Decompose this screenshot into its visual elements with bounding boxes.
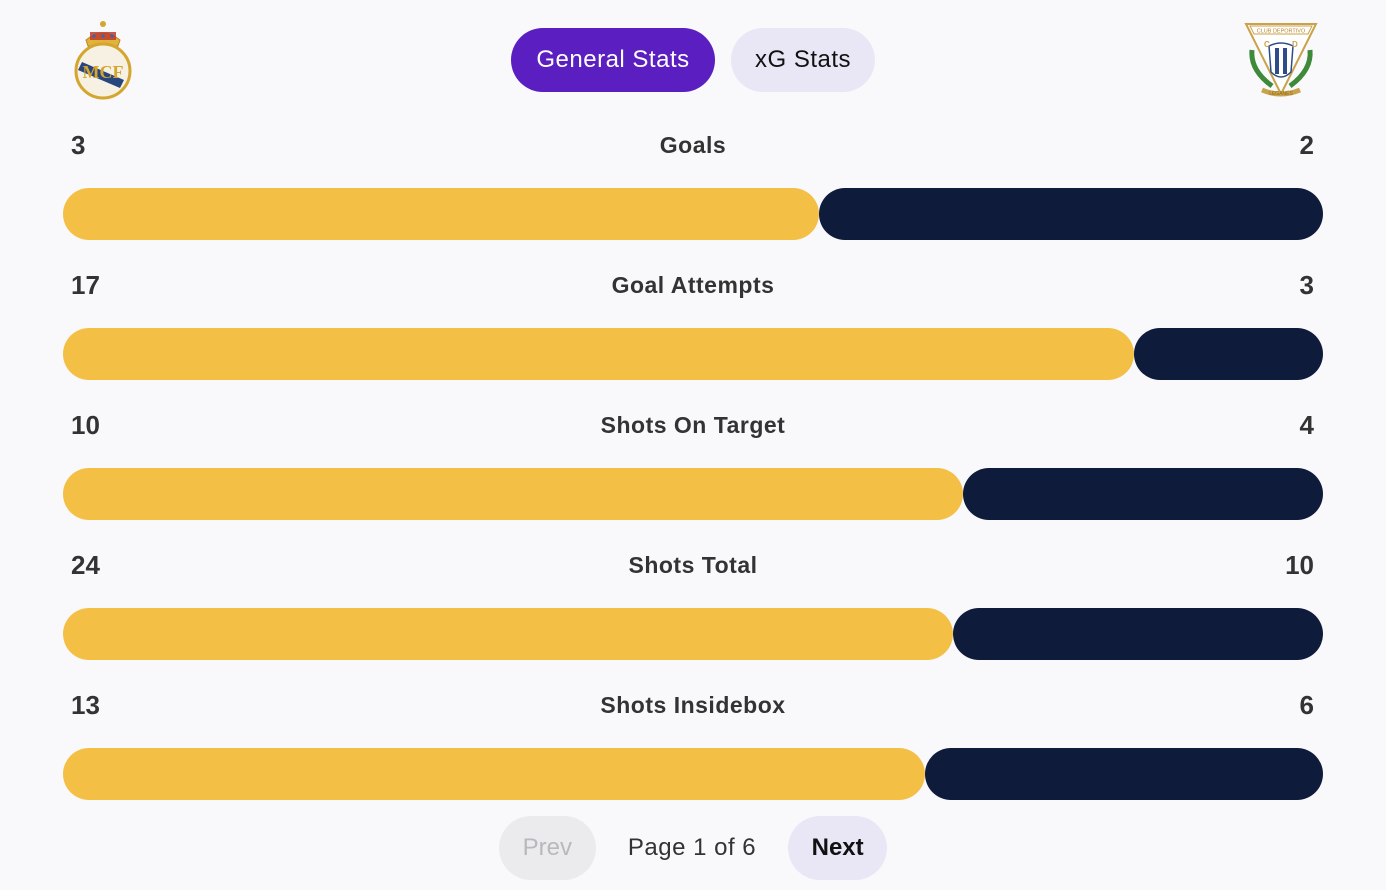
stat-label: Shots Insidebox bbox=[600, 692, 786, 718]
away-team-logo: CLUB DEPORTIVO C D LEGANÉS bbox=[1242, 20, 1320, 100]
away-bar bbox=[819, 188, 1323, 240]
next-button[interactable]: Next bbox=[788, 816, 888, 880]
home-team-logo: MCF bbox=[72, 18, 134, 102]
away-value: 4 bbox=[1299, 410, 1314, 440]
away-bar bbox=[963, 468, 1323, 520]
comparison-bar bbox=[63, 468, 1323, 520]
home-bar bbox=[63, 468, 963, 520]
stat-row-shots-total: 24 Shots Total 10 bbox=[63, 546, 1323, 686]
away-value: 3 bbox=[1299, 270, 1314, 300]
comparison-bar bbox=[63, 188, 1323, 240]
pagination: Prev Page 1 of 6 Next bbox=[0, 816, 1386, 880]
home-bar bbox=[63, 328, 1134, 380]
stat-label: Goal Attempts bbox=[611, 272, 775, 298]
stat-row-shots-insidebox: 13 Shots Insidebox 6 bbox=[63, 686, 1323, 826]
leganes-crest-icon: CLUB DEPORTIVO C D LEGANÉS bbox=[1244, 23, 1318, 97]
comparison-bar bbox=[63, 748, 1323, 800]
home-value: 24 bbox=[71, 550, 100, 580]
home-bar bbox=[63, 748, 925, 800]
prev-button[interactable]: Prev bbox=[498, 816, 596, 880]
svg-text:LEGANÉS: LEGANÉS bbox=[1269, 90, 1293, 97]
home-value: 17 bbox=[71, 270, 100, 300]
home-bar bbox=[63, 188, 819, 240]
away-value: 2 bbox=[1299, 130, 1314, 160]
away-bar bbox=[953, 608, 1323, 660]
stat-label: Shots On Target bbox=[600, 412, 786, 438]
page-indicator: Page 1 of 6 bbox=[627, 834, 757, 861]
real-madrid-crest-icon: MCF bbox=[74, 21, 132, 100]
comparison-bar bbox=[63, 608, 1323, 660]
stat-row-shots-on-target: 10 Shots On Target 4 bbox=[63, 406, 1323, 546]
svg-text:C: C bbox=[1264, 40, 1270, 49]
tab-general-stats[interactable]: General Stats bbox=[511, 28, 715, 92]
stat-label: Goals bbox=[659, 132, 727, 158]
away-bar bbox=[925, 748, 1323, 800]
away-value: 10 bbox=[1285, 550, 1314, 580]
stat-row-goals: 3 Goals 2 bbox=[63, 126, 1323, 266]
tab-xg-stats[interactable]: xG Stats bbox=[731, 28, 875, 92]
stat-label: Shots Total bbox=[628, 552, 758, 578]
home-value: 13 bbox=[71, 690, 100, 720]
away-value: 6 bbox=[1299, 690, 1314, 720]
comparison-bar bbox=[63, 328, 1323, 380]
away-bar bbox=[1134, 328, 1323, 380]
svg-text:D: D bbox=[1292, 40, 1298, 49]
svg-text:CLUB DEPORTIVO: CLUB DEPORTIVO bbox=[1257, 29, 1306, 35]
home-value: 10 bbox=[71, 410, 100, 440]
stats-list: 3 Goals 2 17 Goal Attempts 3 10 Shots On… bbox=[63, 126, 1323, 826]
home-bar bbox=[63, 608, 953, 660]
svg-text:MCF: MCF bbox=[83, 62, 124, 82]
stats-tabs: General Stats xG Stats bbox=[0, 28, 1386, 92]
stat-row-goal-attempts: 17 Goal Attempts 3 bbox=[63, 266, 1323, 406]
home-value: 3 bbox=[71, 130, 86, 160]
